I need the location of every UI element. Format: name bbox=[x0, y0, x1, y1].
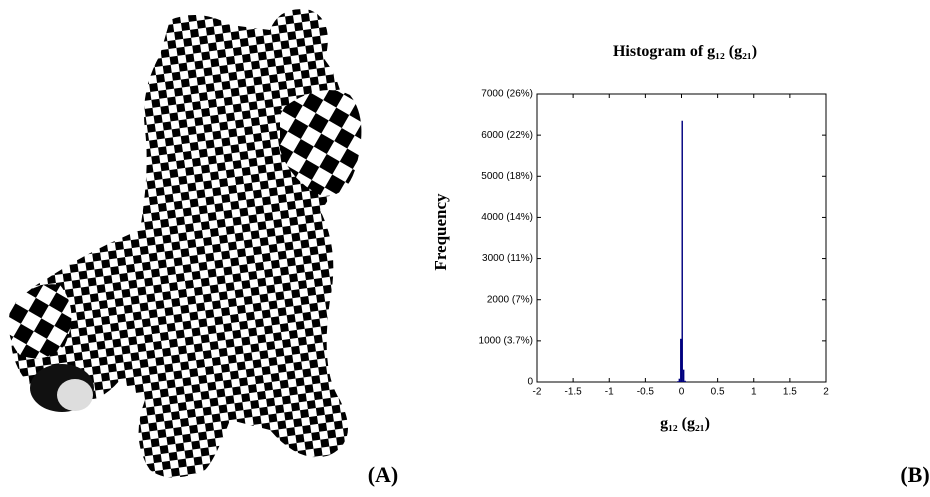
y-tick-label: 0 bbox=[527, 377, 533, 388]
x-tick-label: 1.5 bbox=[783, 387, 797, 398]
x-tick-label: -2 bbox=[533, 387, 542, 398]
bar bbox=[681, 120, 683, 382]
x-tick-label: -1 bbox=[605, 387, 614, 398]
bear-paw bbox=[8, 284, 72, 359]
y-tick-label: 5000 (18%) bbox=[481, 171, 533, 182]
bear-model bbox=[8, 9, 362, 478]
bar bbox=[678, 378, 681, 382]
bar bbox=[684, 380, 686, 382]
y-axis-label: Frequency bbox=[431, 193, 450, 271]
x-tick-label: -1.5 bbox=[565, 387, 583, 398]
y-tick-label: 2000 (7%) bbox=[487, 294, 533, 305]
x-tick-label: -0.5 bbox=[637, 387, 655, 398]
bar bbox=[682, 369, 685, 382]
x-tick-label: 0.5 bbox=[711, 387, 725, 398]
y-tick-label: 4000 (14%) bbox=[481, 212, 533, 223]
x-tick-label: 2 bbox=[823, 387, 829, 398]
y-tick-label: 7000 (26%) bbox=[481, 89, 533, 100]
x-axis-label: g₁₂ (g₂₁) bbox=[660, 415, 710, 432]
y-tick-label: 6000 (22%) bbox=[481, 130, 533, 141]
chart-title: Histogram of g₁₂ (g₂₁) bbox=[613, 43, 757, 60]
panel-label: (B) bbox=[900, 462, 929, 487]
y-tick-label: 1000 (3.7%) bbox=[479, 335, 533, 346]
y-tick-label: 3000 (11%) bbox=[482, 253, 533, 264]
bear-nose bbox=[280, 90, 362, 196]
bar bbox=[677, 381, 679, 382]
panel-label: (A) bbox=[368, 462, 399, 487]
bear-body bbox=[10, 9, 348, 478]
bear-foot-highlight bbox=[57, 379, 93, 411]
bar bbox=[680, 338, 682, 382]
x-tick-label: 1 bbox=[751, 387, 757, 398]
x-tick-label: 0 bbox=[679, 387, 685, 398]
